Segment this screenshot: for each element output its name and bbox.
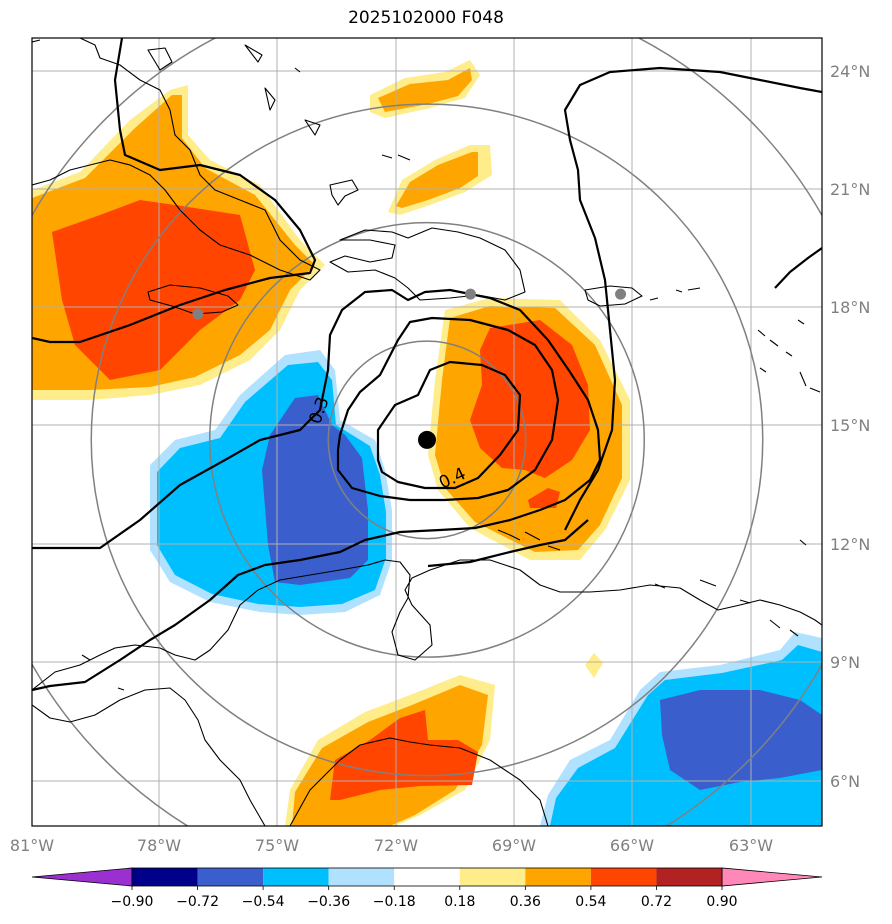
colorbar-tick-label: 0.18 bbox=[444, 894, 475, 910]
coastlines bbox=[32, 38, 822, 826]
colorbar-extend-max bbox=[721, 867, 823, 887]
lat-tick-label: 21°N bbox=[830, 180, 870, 199]
colorbar-extend-min bbox=[31, 867, 133, 887]
range-rings bbox=[32, 38, 822, 826]
colorbar-tick-label: −0.18 bbox=[373, 894, 416, 910]
colorbar-tick-label: −0.90 bbox=[111, 894, 154, 910]
hispaniola-coastline bbox=[329, 227, 526, 301]
colorbar-swatch bbox=[525, 868, 591, 886]
lon-tick-label: 69°W bbox=[492, 836, 536, 855]
station-markers bbox=[192, 288, 627, 320]
colombia-interior bbox=[289, 737, 549, 826]
colorbar-swatch bbox=[394, 868, 460, 886]
map-area: 0.30.4 bbox=[32, 38, 822, 826]
colorbar-tick-label: −0.72 bbox=[176, 894, 219, 910]
lon-tick-label: 72°W bbox=[374, 836, 418, 855]
colorbar-tick-label: −0.54 bbox=[242, 894, 285, 910]
range-ring bbox=[327, 340, 527, 540]
lat-tick-label: 15°N bbox=[830, 416, 870, 435]
height-contours bbox=[32, 38, 822, 692]
lat-tick-label: 12°N bbox=[830, 535, 870, 554]
colorbar-tick-label: −0.36 bbox=[307, 894, 350, 910]
positive-anomaly-fill-south bbox=[285, 653, 603, 826]
lat-tick-labels: 24°N 21°N 18°N 15°N 12°N 9°N 6°N bbox=[830, 62, 870, 791]
contour-line-east-lower bbox=[427, 519, 589, 568]
contour-line-north bbox=[32, 38, 317, 344]
colorbar-swatch bbox=[590, 868, 657, 886]
small-islands bbox=[81, 529, 807, 691]
colorbar-tick-label: 0.36 bbox=[510, 894, 541, 910]
colorbar-swatch bbox=[132, 868, 198, 886]
contour-line-core bbox=[376, 360, 522, 490]
puerto-rico-coastline bbox=[584, 285, 821, 393]
positive-anomaly-fill-north bbox=[370, 60, 492, 215]
range-ring bbox=[209, 221, 645, 658]
lat-tick-label: 18°N bbox=[830, 298, 870, 317]
lon-tick-label: 63°W bbox=[729, 836, 773, 855]
contour-line-northeast bbox=[774, 247, 822, 289]
cuba-coastline bbox=[32, 38, 321, 281]
lon-tick-label: 75°W bbox=[255, 836, 299, 855]
contour-line-inner bbox=[336, 316, 560, 502]
colorbar-swatch bbox=[328, 868, 395, 886]
colorbar-swatch bbox=[197, 868, 264, 886]
jamaica-coastline bbox=[147, 284, 239, 315]
station-marker bbox=[192, 308, 204, 320]
colorbar-swatch bbox=[459, 868, 526, 886]
colorbar-tick-label: 0.90 bbox=[706, 894, 737, 910]
lon-tick-label: 66°W bbox=[610, 836, 654, 855]
colorbar-swatch bbox=[656, 868, 722, 886]
map-title: 2025102000 F048 bbox=[348, 8, 504, 28]
bahamas-islands bbox=[147, 44, 411, 206]
contour-line-east bbox=[563, 66, 822, 531]
lon-tick-label: 81°W bbox=[10, 836, 54, 855]
south-america-coastline bbox=[32, 559, 822, 691]
colorbar-outline bbox=[131, 867, 723, 887]
station-marker bbox=[464, 288, 476, 300]
contour-line-west bbox=[32, 288, 602, 692]
colorbar-swatch bbox=[263, 868, 329, 886]
central-america-coastline bbox=[32, 687, 266, 826]
lat-tick-label: 24°N bbox=[830, 62, 870, 81]
storm-center-marker bbox=[418, 430, 436, 449]
map-frame bbox=[31, 37, 823, 827]
lat-tick-label: 9°N bbox=[830, 653, 860, 672]
colorbar-tick-label: 0.54 bbox=[575, 894, 606, 910]
colorbar: −0.90 −0.72 −0.54 −0.36 −0.18 0.18 0.36 0.54 0.7… bbox=[31, 867, 823, 910]
colorbar-tick-label: 0.72 bbox=[641, 894, 672, 910]
lat-tick-label: 6°N bbox=[830, 772, 860, 791]
lon-tick-labels: 81°W 78°W 75°W 72°W 69°W 66°W 63°W bbox=[10, 836, 773, 855]
station-marker bbox=[615, 288, 627, 300]
range-ring bbox=[90, 103, 764, 777]
lon-tick-label: 78°W bbox=[137, 836, 181, 855]
